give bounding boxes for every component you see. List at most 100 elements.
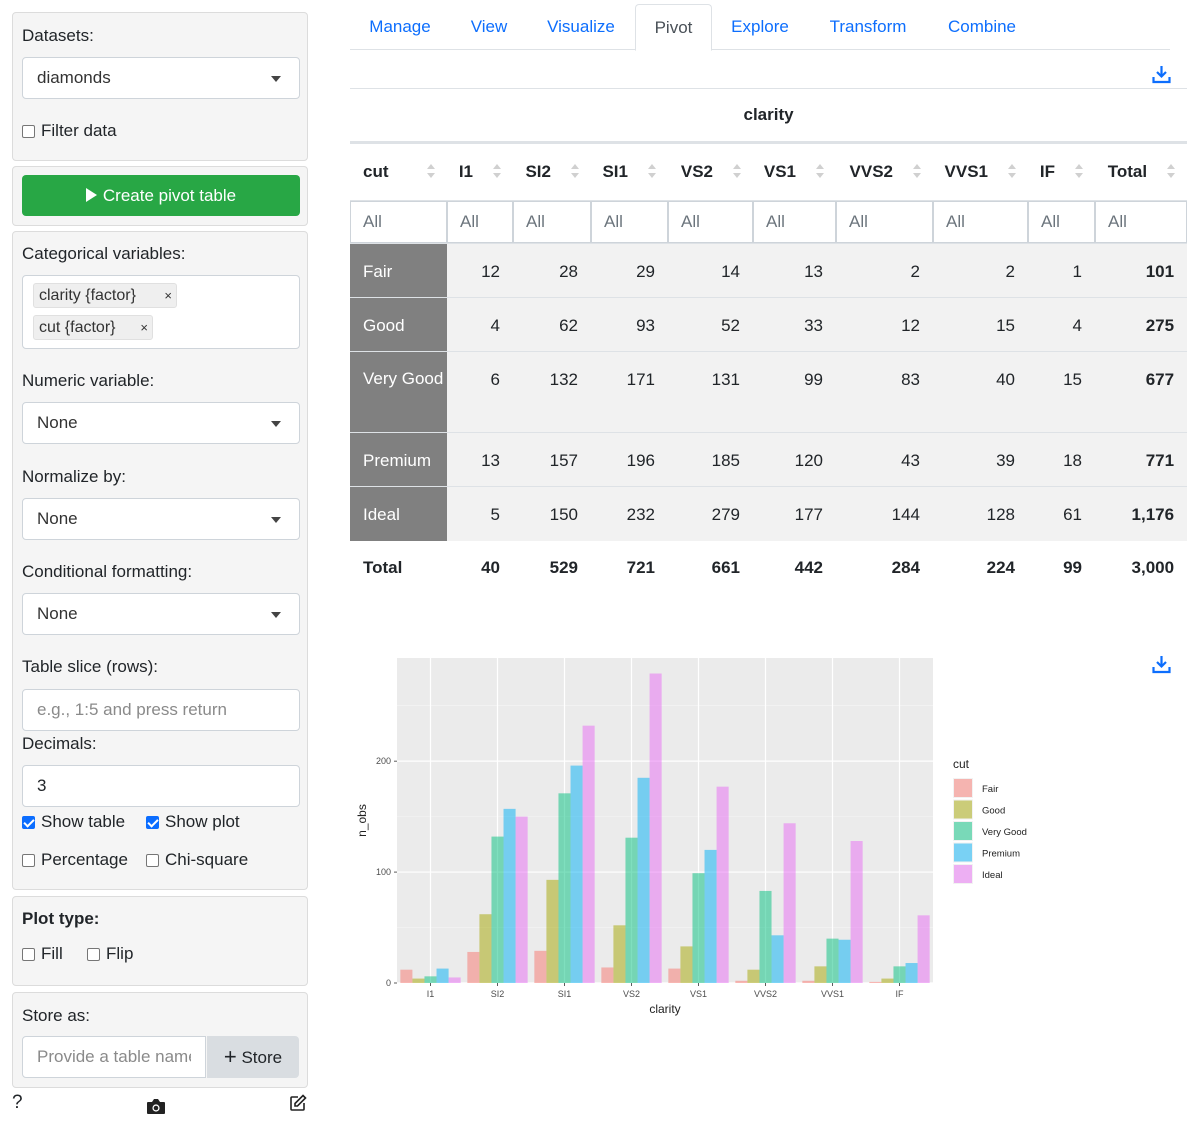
column-header[interactable]: VVS2 bbox=[836, 142, 933, 201]
table-cell: 83 bbox=[836, 351, 933, 433]
column-filter-input[interactable] bbox=[513, 201, 591, 243]
sort-icon[interactable] bbox=[571, 164, 579, 180]
column-filter-input[interactable] bbox=[933, 201, 1028, 243]
show-plot-box[interactable] bbox=[146, 815, 159, 829]
sort-icon[interactable] bbox=[1008, 164, 1016, 180]
table-cell: 61 bbox=[1028, 486, 1095, 541]
table-caption: clarity bbox=[350, 88, 1188, 144]
flip-box[interactable] bbox=[87, 947, 100, 961]
sort-icon[interactable] bbox=[648, 164, 656, 180]
column-header[interactable]: VVS1 bbox=[933, 142, 1028, 201]
chip-clarity-label: clarity {factor} bbox=[39, 287, 136, 304]
sort-icon[interactable] bbox=[427, 164, 435, 180]
column-header[interactable]: cut bbox=[350, 142, 447, 201]
table-cell: 99 bbox=[753, 351, 836, 433]
column-filter-input[interactable] bbox=[1095, 201, 1188, 243]
store-name-input[interactable] bbox=[22, 1036, 206, 1078]
tab-combine[interactable]: Combine bbox=[947, 17, 1017, 36]
help-icon[interactable]: ? bbox=[12, 1092, 23, 1113]
column-filter-input[interactable] bbox=[753, 201, 836, 243]
column-filter-input[interactable] bbox=[591, 201, 668, 243]
table-cell: 128 bbox=[933, 486, 1028, 541]
table-cell: 150 bbox=[513, 486, 591, 541]
decimals-input[interactable] bbox=[22, 765, 300, 807]
bar bbox=[716, 786, 729, 983]
x-tick-label: I1 bbox=[427, 989, 435, 999]
dataset-select[interactable]: diamonds bbox=[22, 57, 300, 99]
column-header[interactable]: SI2 bbox=[513, 142, 591, 201]
tab-pivot[interactable]: Pivot bbox=[635, 4, 712, 51]
column-header-label: VS1 bbox=[763, 162, 796, 181]
column-header[interactable]: SI1 bbox=[591, 142, 668, 201]
row-total-cell: 771 bbox=[1095, 432, 1188, 487]
table-cell: 29 bbox=[591, 243, 668, 298]
remove-icon[interactable]: × bbox=[140, 320, 148, 335]
column-header[interactable]: VS2 bbox=[668, 142, 753, 201]
total-row-label: Total bbox=[350, 540, 447, 595]
store-button[interactable]: + Store bbox=[207, 1036, 299, 1078]
sort-icon[interactable] bbox=[493, 164, 501, 180]
flip-checkbox[interactable]: Flip bbox=[87, 944, 133, 964]
legend-key bbox=[954, 843, 972, 862]
chi-square-box[interactable] bbox=[146, 853, 159, 867]
sort-icon[interactable] bbox=[816, 164, 824, 180]
tab-visualize[interactable]: Visualize bbox=[547, 17, 615, 36]
remove-icon[interactable]: × bbox=[164, 288, 172, 303]
filter-data-checkbox[interactable]: Filter data bbox=[22, 121, 117, 141]
column-header[interactable]: VS1 bbox=[753, 142, 836, 201]
column-filter-input[interactable] bbox=[350, 201, 447, 243]
column-header[interactable]: Total bbox=[1095, 142, 1188, 201]
percentage-box[interactable] bbox=[22, 853, 35, 867]
camera-icon[interactable] bbox=[146, 1098, 166, 1115]
chip-cut[interactable]: cut {factor} × bbox=[33, 315, 153, 340]
table-row: Fair 12 28 29 14 13 2 2 1 101 bbox=[350, 243, 1188, 298]
normalize-select[interactable]: None bbox=[22, 498, 300, 540]
column-header-label: SI2 bbox=[525, 162, 551, 181]
numeric-select-value: None bbox=[37, 413, 78, 432]
bar bbox=[582, 725, 595, 983]
numeric-select[interactable]: None bbox=[22, 402, 300, 444]
bar bbox=[850, 841, 863, 983]
bar bbox=[893, 966, 906, 983]
row-header: Premium bbox=[350, 432, 447, 487]
conditional-formatting-select[interactable]: None bbox=[22, 593, 300, 635]
sort-icon[interactable] bbox=[913, 164, 921, 180]
x-tick-label: VS2 bbox=[623, 989, 640, 999]
edit-icon[interactable] bbox=[289, 1094, 307, 1112]
fill-checkbox[interactable]: Fill bbox=[22, 944, 63, 964]
tab-transform[interactable]: Transform bbox=[829, 17, 907, 36]
show-table-box[interactable] bbox=[22, 815, 35, 829]
column-filter-input[interactable] bbox=[1028, 201, 1095, 243]
tab-view[interactable]: View bbox=[470, 17, 508, 36]
legend-key bbox=[954, 800, 972, 819]
show-plot-checkbox[interactable]: Show plot bbox=[146, 812, 240, 832]
percentage-checkbox[interactable]: Percentage bbox=[22, 850, 128, 870]
chi-square-checkbox[interactable]: Chi-square bbox=[146, 850, 248, 870]
row-header: Good bbox=[350, 297, 447, 352]
filter-data-box[interactable] bbox=[22, 124, 35, 138]
x-axis-title: clarity bbox=[649, 1002, 680, 1016]
column-filter-input[interactable] bbox=[836, 201, 933, 243]
show-table-checkbox[interactable]: Show table bbox=[22, 812, 125, 832]
create-pivot-button[interactable]: Create pivot table bbox=[22, 175, 300, 216]
column-filter-input[interactable] bbox=[447, 201, 513, 243]
table-cell: 93 bbox=[591, 297, 668, 352]
sort-icon[interactable] bbox=[1167, 164, 1176, 180]
tab-manage[interactable]: Manage bbox=[369, 17, 431, 36]
categorical-select[interactable]: clarity {factor} × cut {factor} × bbox=[22, 275, 300, 349]
sort-icon[interactable] bbox=[1075, 164, 1083, 180]
column-header[interactable]: IF bbox=[1028, 142, 1095, 201]
download-icon[interactable] bbox=[1152, 65, 1171, 84]
legend-label: Good bbox=[982, 806, 1005, 817]
column-header[interactable]: I1 bbox=[447, 142, 513, 201]
bar bbox=[905, 963, 918, 983]
download-icon[interactable] bbox=[1152, 655, 1171, 674]
chip-clarity[interactable]: clarity {factor} × bbox=[33, 283, 177, 308]
fill-box[interactable] bbox=[22, 947, 35, 961]
chi-square-label: Chi-square bbox=[165, 850, 249, 869]
table-cell: 232 bbox=[591, 486, 668, 541]
sort-icon[interactable] bbox=[733, 164, 741, 180]
table-slice-input[interactable] bbox=[22, 689, 300, 731]
tab-explore[interactable]: Explore bbox=[731, 17, 789, 36]
column-filter-input[interactable] bbox=[668, 201, 753, 243]
